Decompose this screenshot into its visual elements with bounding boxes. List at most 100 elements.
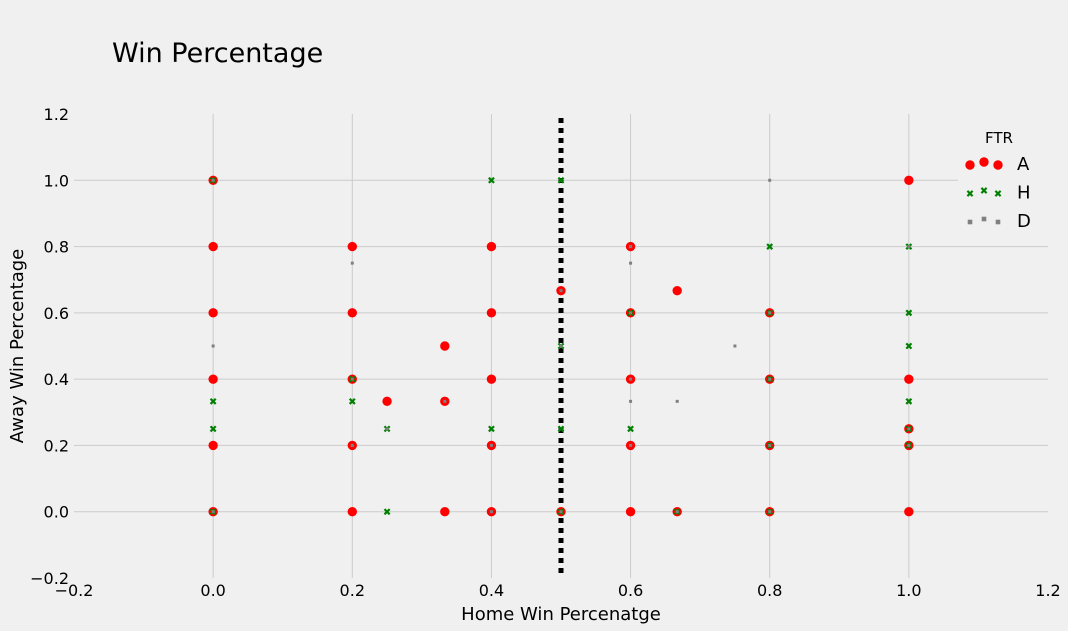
point-D [675, 399, 679, 403]
x-tick-label: 0.4 [479, 581, 504, 600]
legend-marker [980, 187, 988, 194]
x-stroke [980, 187, 988, 194]
y-tick-label: 0.0 [44, 503, 69, 522]
point-D [211, 510, 215, 514]
point-H [383, 508, 391, 516]
point-H [905, 397, 913, 405]
point-A [208, 374, 218, 384]
legend-entry-H: H [966, 183, 1031, 204]
x-stroke [905, 397, 913, 405]
x-tick-label: 0.6 [618, 581, 643, 600]
y-tick-label: 0.2 [44, 436, 69, 455]
point-D [211, 344, 215, 348]
x-stroke [488, 176, 495, 184]
x-tick-label: 0.8 [757, 581, 782, 600]
point-A [486, 374, 497, 384]
point-A [347, 507, 357, 517]
legend-marker [965, 160, 975, 170]
x-tick-label: 0.2 [340, 581, 365, 600]
point-D [350, 261, 354, 265]
legend-entry-A: A [965, 154, 1030, 175]
legend: FTR AHD [958, 124, 1048, 236]
point-D [768, 178, 772, 182]
x-stroke [557, 425, 565, 433]
point-A [904, 175, 914, 185]
point-A [486, 308, 497, 318]
legend-marker [967, 219, 973, 225]
point-A [208, 440, 218, 451]
point-H [488, 425, 495, 433]
legend-label-A: A [1017, 154, 1030, 175]
point-A [904, 374, 914, 384]
point-D [211, 178, 215, 182]
series-D [211, 178, 911, 514]
legend-label-D: D [1017, 211, 1031, 232]
point-A [904, 507, 914, 517]
point-D [350, 377, 354, 381]
y-tick-label: 0.8 [44, 238, 69, 257]
point-A [625, 507, 636, 517]
point-D [907, 427, 911, 431]
chart-title: Win Percentage [112, 38, 323, 69]
point-D [629, 311, 633, 315]
point-D [629, 377, 633, 381]
point-A [440, 507, 450, 517]
legend-marker [979, 157, 989, 167]
x-tick-label: 1.2 [1035, 581, 1060, 600]
point-D [443, 399, 447, 403]
point-D [768, 311, 772, 315]
legend-marker [995, 219, 1001, 225]
point-A [672, 285, 682, 296]
point-H [209, 397, 217, 405]
point-H [766, 243, 774, 250]
point-H [488, 176, 495, 184]
legend-entries: AHD [965, 154, 1031, 232]
legend-entry-D: D [967, 211, 1031, 232]
x-stroke [905, 342, 913, 350]
point-D [629, 245, 633, 249]
legend-marker [966, 190, 974, 197]
legend-marker [981, 216, 987, 222]
x-stroke [383, 508, 391, 516]
point-A [347, 308, 357, 318]
point-D [907, 245, 911, 249]
y-tick-label: 1.2 [44, 105, 69, 124]
point-D [907, 443, 911, 447]
point-H [557, 176, 565, 184]
x-stroke [627, 425, 634, 433]
point-A [347, 241, 357, 252]
point-A [382, 396, 392, 407]
x-stroke [348, 397, 356, 405]
point-D [768, 510, 772, 514]
point-D [768, 377, 772, 381]
x-stroke [905, 309, 913, 317]
legend-label-H: H [1017, 183, 1031, 204]
y-tick-label: −0.2 [30, 569, 69, 588]
point-D [350, 443, 354, 447]
x-tick-label: −0.2 [55, 581, 94, 600]
point-D [733, 344, 737, 348]
x-tick-label: 1.0 [896, 581, 921, 600]
legend-marker [994, 190, 1002, 197]
point-H [905, 309, 913, 317]
point-D [629, 261, 633, 265]
point-D [559, 289, 563, 293]
point-A [486, 241, 497, 252]
point-D [559, 510, 563, 514]
point-D [559, 344, 563, 348]
x-stroke [209, 397, 217, 405]
point-H [348, 397, 356, 405]
y-axis-label: Away Win Percentage [7, 249, 28, 444]
legend-title: FTR [985, 129, 1013, 147]
point-D [489, 443, 493, 447]
point-H [905, 342, 913, 350]
x-axis-label: Home Win Percenatge [461, 604, 661, 625]
x-stroke [557, 176, 565, 184]
point-D [629, 443, 633, 447]
x-stroke [488, 425, 495, 433]
y-tick-label: 0.4 [44, 370, 69, 389]
legend-background [958, 124, 1048, 236]
x-tick-label: 0.0 [200, 581, 225, 600]
legend-marker [993, 160, 1003, 170]
